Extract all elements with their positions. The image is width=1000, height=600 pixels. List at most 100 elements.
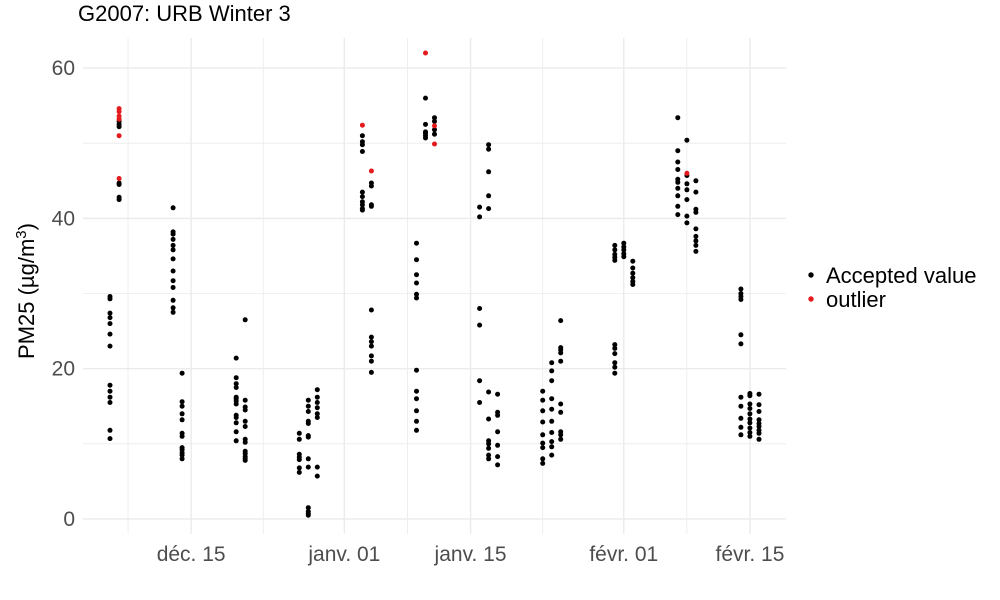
chart-title: G2007: URB Winter 3 <box>78 1 291 26</box>
outlier-point <box>359 122 365 128</box>
accepted-point <box>630 275 636 281</box>
accepted-point <box>107 321 113 327</box>
accepted-point <box>170 242 176 248</box>
accepted-point <box>242 407 248 413</box>
accepted-point <box>693 238 699 244</box>
accepted-point <box>414 367 419 373</box>
outlier-point <box>116 109 122 115</box>
accepted-point <box>423 95 428 101</box>
accepted-point <box>368 183 374 189</box>
accepted-point <box>612 351 618 357</box>
y-tick-label: 20 <box>52 358 75 381</box>
accepted-point <box>314 473 320 479</box>
accepted-point <box>368 307 374 313</box>
accepted-point <box>359 189 365 195</box>
accepted-point <box>242 439 248 445</box>
accepted-point <box>170 268 176 274</box>
accepted-point <box>296 430 302 436</box>
accepted-point <box>693 189 699 195</box>
accepted-point <box>486 456 492 462</box>
x-tick-label: déc. 15 <box>157 543 226 566</box>
accepted-point <box>432 118 437 124</box>
accepted-point <box>233 420 239 426</box>
accepted-point <box>558 401 564 407</box>
accepted-point <box>179 399 185 405</box>
accepted-point <box>495 429 501 435</box>
accepted-point <box>432 127 437 133</box>
accepted-point <box>233 438 239 444</box>
accepted-point <box>675 185 681 191</box>
accepted-point <box>170 278 176 284</box>
accepted-point <box>495 454 501 460</box>
accepted-point <box>242 457 248 463</box>
accepted-point <box>549 378 555 384</box>
accepted-point <box>368 343 374 349</box>
accepted-point <box>549 418 555 424</box>
accepted-point <box>612 360 618 366</box>
x-tick-label: févr. 15 <box>716 543 785 566</box>
legend-swatch-outlier <box>808 296 814 302</box>
accepted-point <box>549 368 555 374</box>
accepted-point <box>675 167 681 172</box>
y-axis-ticks: 0 20 40 60 <box>52 57 75 531</box>
grid <box>83 38 786 534</box>
accepted-point <box>423 121 428 127</box>
accepted-point <box>170 236 176 242</box>
accepted-point <box>116 182 122 187</box>
x-axis-ticks: déc. 15 janv. 01 janv. 15 févr. 01 févr. 15 <box>157 543 785 566</box>
accepted-point <box>495 442 501 448</box>
accepted-point <box>495 391 501 397</box>
accepted-point <box>540 440 546 446</box>
outlier-point <box>368 168 374 174</box>
accepted-point <box>414 280 419 286</box>
accepted-point <box>540 460 546 466</box>
accepted-point <box>107 400 113 405</box>
x-tick-label: janv. 01 <box>307 543 380 566</box>
accepted-point <box>540 419 546 425</box>
accepted-point <box>612 257 618 263</box>
accepted-point <box>414 396 419 402</box>
accepted-point <box>305 456 311 462</box>
legend-label-accepted: Accepted value <box>826 263 976 288</box>
accepted-point <box>540 408 546 414</box>
accepted-point <box>233 429 239 435</box>
accepted-point <box>747 433 753 439</box>
accepted-point <box>179 433 185 439</box>
accepted-point <box>486 193 492 199</box>
accepted-point <box>693 226 699 232</box>
accepted-point <box>612 342 618 348</box>
accepted-point <box>486 441 492 447</box>
accepted-point <box>684 181 690 187</box>
accepted-point <box>368 203 374 209</box>
legend-label-outlier: outlier <box>826 287 886 312</box>
accepted-point <box>233 375 239 381</box>
accepted-point <box>486 169 492 175</box>
accepted-point <box>486 206 492 212</box>
accepted-point <box>179 417 185 423</box>
accepted-point <box>675 115 681 121</box>
accepted-point <box>630 258 636 264</box>
y-tick-label: 40 <box>52 207 75 230</box>
accepted-point <box>486 445 492 451</box>
accepted-point <box>675 212 681 218</box>
accepted-point <box>305 505 311 511</box>
accepted-point <box>612 370 618 376</box>
x-tick-label: févr. 01 <box>589 543 658 566</box>
accepted-point <box>414 295 419 301</box>
accepted-point <box>630 282 636 287</box>
accepted-point <box>414 408 419 414</box>
accepted-point <box>477 400 483 405</box>
accepted-point <box>477 378 483 384</box>
y-tick-label: 60 <box>52 57 75 80</box>
accepted-point <box>684 197 690 203</box>
accepted-point <box>242 418 248 424</box>
accepted-point <box>107 343 113 349</box>
accepted-point <box>549 452 555 458</box>
accepted-point <box>621 240 627 246</box>
accepted-point <box>738 297 744 302</box>
outlier-point <box>116 176 122 181</box>
accepted-point <box>675 179 681 185</box>
accepted-point <box>747 411 753 417</box>
accepted-point <box>684 220 690 226</box>
